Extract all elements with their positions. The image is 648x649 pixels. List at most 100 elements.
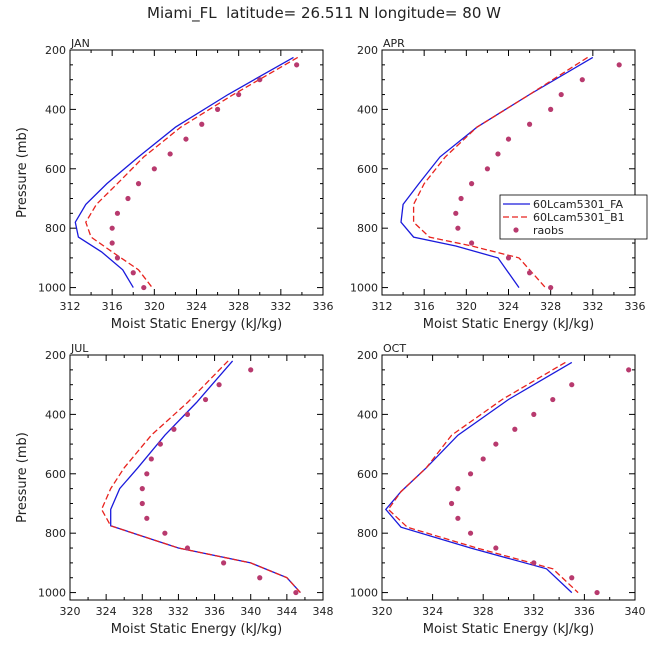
y-tick-label: 400 bbox=[357, 103, 378, 116]
raobs-point bbox=[626, 367, 632, 373]
raobs-point bbox=[109, 225, 115, 231]
series-fa-line bbox=[400, 56, 594, 288]
raobs-point bbox=[550, 396, 556, 403]
raobs-point bbox=[579, 77, 585, 83]
x-axis-label: Moist Static Energy (kJ/kg) bbox=[111, 622, 282, 637]
raobs-point bbox=[548, 106, 554, 112]
raobs-point bbox=[214, 106, 221, 112]
x-tick-label: 332 bbox=[168, 605, 189, 618]
panel-label: JUL bbox=[70, 342, 89, 355]
raobs-point bbox=[493, 441, 499, 447]
y-tick-label: 800 bbox=[357, 222, 378, 235]
panel-oct: OCT 320 324 328 332 336 340 200 400 600 800 1000 Moi… bbox=[350, 342, 646, 637]
y-tick-label: 600 bbox=[45, 163, 66, 176]
raobs-point bbox=[221, 560, 227, 566]
y-tick-label: 600 bbox=[357, 163, 378, 176]
raobs-point bbox=[109, 240, 115, 246]
x-tick-label: 336 bbox=[574, 605, 595, 618]
y-tick-label: 1000 bbox=[350, 587, 378, 600]
x-tick-label: 320 bbox=[456, 300, 477, 313]
series-b1-line bbox=[85, 56, 299, 288]
legend-raobs-marker bbox=[513, 227, 519, 233]
raobs-point bbox=[569, 575, 575, 581]
panel-jan: JAN 312 316 320 324 328 332 336 200 400 600 800 1000… bbox=[15, 37, 334, 332]
raobs-point bbox=[458, 195, 464, 202]
x-tick-label: 320 bbox=[372, 605, 393, 618]
plot-frame bbox=[381, 354, 636, 601]
series-b1-line bbox=[100, 360, 301, 594]
raobs-point bbox=[248, 367, 254, 373]
raobs-point bbox=[531, 411, 537, 417]
x-axis-label: Moist Static Energy (kJ/kg) bbox=[423, 622, 594, 637]
raobs-point bbox=[135, 181, 142, 187]
raobs-point bbox=[139, 486, 145, 492]
raobs-point bbox=[183, 136, 189, 142]
y-tick-label: 200 bbox=[45, 44, 66, 57]
raobs-point bbox=[526, 270, 533, 276]
y-tick-label: 400 bbox=[45, 103, 66, 116]
x-tick-label: 336 bbox=[625, 300, 646, 313]
plot-frame bbox=[69, 49, 324, 296]
chart-title: Miami_FL latitude= 26.511 N longitude= 8… bbox=[147, 4, 501, 22]
raobs-point bbox=[558, 91, 564, 98]
x-tick-label: 316 bbox=[102, 300, 123, 313]
x-tick-label: 328 bbox=[228, 300, 249, 313]
x-tick-label: 324 bbox=[96, 605, 117, 618]
x-axis-label: Moist Static Energy (kJ/kg) bbox=[111, 317, 282, 332]
raobs-point bbox=[455, 515, 461, 521]
raobs-point bbox=[467, 530, 474, 536]
raobs-point bbox=[114, 255, 121, 261]
raobs-point bbox=[125, 195, 131, 202]
raobs-point bbox=[467, 471, 474, 477]
y-tick-label: 200 bbox=[45, 349, 66, 362]
panel-jul: JUL 320 324 328 332 336 340 344 348 200 400 600 800 1… bbox=[15, 342, 334, 637]
raobs-point bbox=[139, 500, 145, 507]
raobs-point bbox=[495, 151, 501, 157]
raobs-point bbox=[569, 382, 575, 388]
raobs-point bbox=[236, 91, 242, 98]
raobs-point bbox=[526, 121, 533, 127]
x-tick-label: 324 bbox=[422, 605, 443, 618]
series-fa-line bbox=[110, 360, 301, 594]
x-tick-label: 328 bbox=[473, 605, 494, 618]
raobs-point bbox=[257, 575, 263, 581]
raobs-point bbox=[512, 426, 518, 432]
series-b1-line bbox=[387, 361, 579, 594]
raobs-point bbox=[616, 62, 622, 68]
x-tick-label: 332 bbox=[523, 605, 544, 618]
raobs-point bbox=[448, 500, 455, 507]
y-tick-label: 600 bbox=[357, 468, 378, 481]
x-axis-label: Moist Static Energy (kJ/kg) bbox=[423, 317, 594, 332]
raobs-point bbox=[531, 560, 537, 566]
raobs-point bbox=[114, 210, 121, 216]
y-tick-label: 1000 bbox=[38, 282, 66, 295]
x-tick-label: 316 bbox=[414, 300, 435, 313]
raobs-point bbox=[144, 471, 150, 477]
raobs-point bbox=[148, 456, 154, 462]
y-tick-label: 200 bbox=[357, 44, 378, 57]
panel-label: APR bbox=[383, 37, 405, 50]
raobs-point bbox=[141, 284, 147, 291]
panel-label: OCT bbox=[383, 342, 406, 355]
raobs-point bbox=[594, 589, 600, 596]
y-axis-label: Pressure (mb) bbox=[15, 432, 30, 523]
panel-label: JAN bbox=[70, 37, 90, 50]
raobs-point bbox=[548, 284, 554, 291]
raobs-point bbox=[294, 62, 300, 68]
y-tick-label: 800 bbox=[45, 222, 66, 235]
y-axis-label: Pressure (mb) bbox=[15, 127, 30, 218]
x-tick-label: 324 bbox=[498, 300, 519, 313]
raobs-point bbox=[293, 589, 299, 596]
x-tick-label: 332 bbox=[270, 300, 291, 313]
series-b1-line bbox=[412, 56, 588, 289]
y-tick-label: 800 bbox=[357, 527, 378, 540]
y-tick-label: 200 bbox=[357, 349, 378, 362]
legend-entry: 60Lcam5301_B1 bbox=[533, 211, 625, 224]
x-tick-label: 328 bbox=[132, 605, 153, 618]
x-tick-label: 312 bbox=[372, 300, 393, 313]
x-tick-label: 344 bbox=[276, 605, 297, 618]
x-tick-label: 332 bbox=[582, 300, 603, 313]
raobs-point bbox=[455, 486, 461, 492]
x-tick-label: 328 bbox=[540, 300, 561, 313]
